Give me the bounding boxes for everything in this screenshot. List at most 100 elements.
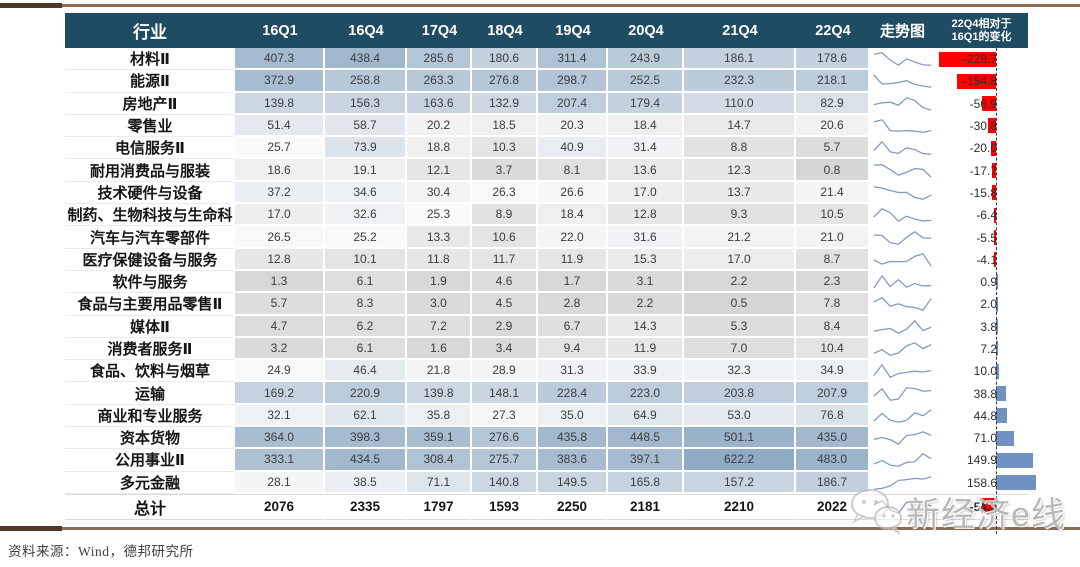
- value-cell-21Q4: 110.0: [684, 92, 796, 115]
- table-row: 能源Ⅱ 372.9 258.8 263.3 276.8 298.7 252.5 232.3 2…: [65, 70, 1028, 93]
- sparkline-cell: [870, 360, 935, 383]
- value-cell-19Q4: 6.7: [538, 315, 608, 338]
- header-change-line2: 16Q1的变化: [951, 30, 1012, 43]
- value-cell-19Q4: 2250: [538, 493, 608, 520]
- sparkline-cell: [870, 114, 935, 138]
- change-bar: [991, 162, 996, 178]
- sparkline-cell: [870, 471, 935, 494]
- value-cell-19Q4: 2.8: [538, 293, 608, 316]
- value-cell-16Q4: 8.3: [325, 293, 407, 316]
- value-cell-18Q4: 148.1: [472, 382, 538, 405]
- value-cell-16Q4: 2335: [325, 493, 407, 520]
- value-cell-18Q4: 2.9: [472, 315, 538, 338]
- change-value: -30.8: [969, 119, 997, 134]
- header-quarter-16Q4: 16Q4: [325, 13, 407, 48]
- change-bar: [938, 51, 996, 67]
- sparkline-cell: [870, 449, 935, 472]
- value-cell-21Q4: 186.1: [684, 48, 796, 71]
- value-cell-16Q4: 398.3: [325, 427, 407, 450]
- table-row: 商业和专业服务 32.1 62.1 35.8 27.3 35.0 64.9 53.0 76.8…: [65, 404, 1028, 428]
- change-bar: [981, 96, 996, 112]
- industry-name: 制药、生物科技与生命科: [65, 204, 235, 227]
- value-cell-18Q4: 27.3: [472, 404, 538, 428]
- value-cell-20Q4: 397.1: [608, 449, 684, 472]
- change-cell: 38.8: [935, 382, 1028, 404]
- sparkline-cell: [870, 382, 935, 405]
- value-cell-18Q4: 4.5: [472, 293, 538, 316]
- value-cell-16Q1: 26.5: [235, 226, 325, 249]
- value-cell-22Q4: 8.7: [796, 248, 870, 271]
- value-cell-22Q4: 207.9: [796, 382, 870, 405]
- value-cell-17Q4: 308.4: [407, 449, 472, 472]
- value-cell-16Q4: 19.1: [325, 159, 407, 182]
- change-value: 3.8: [980, 319, 997, 334]
- change-value: 7.2: [980, 342, 997, 356]
- value-cell-20Q4: 15.3: [608, 248, 684, 271]
- change-cell: -15.8: [935, 182, 1028, 204]
- change-cell: -228.7: [935, 48, 1028, 70]
- value-cell-16Q4: 38.5: [325, 471, 407, 494]
- value-cell-17Q4: 12.1: [407, 159, 472, 182]
- value-cells: 364.0 398.3 359.1 276.6 435.8 448.5 501.1 435.0: [235, 427, 870, 450]
- header-quarter-16Q1: 16Q1: [235, 13, 325, 48]
- value-cell-19Q4: 149.5: [538, 471, 608, 494]
- sparkline-cell: [870, 315, 935, 338]
- industry-name: 房地产Ⅱ: [65, 93, 235, 115]
- value-cell-20Q4: 179.4: [608, 92, 684, 115]
- value-cell-17Q4: 3.0: [407, 293, 472, 316]
- value-cell-21Q4: 13.7: [684, 181, 796, 205]
- change-bar: [996, 363, 999, 379]
- value-cell-21Q4: 622.2: [684, 449, 796, 472]
- value-cells: 26.5 25.2 13.3 10.6 22.0 31.6 21.2 21.0: [235, 226, 870, 249]
- value-cell-16Q1: 3.2: [235, 337, 325, 361]
- change-bar: [994, 207, 996, 223]
- sparkline-cell: [870, 293, 935, 316]
- value-cell-16Q4: 73.9: [325, 137, 407, 160]
- value-cell-16Q1: 139.8: [235, 92, 325, 115]
- change-cell: -20.0: [935, 137, 1028, 159]
- value-cell-19Q4: 9.4: [538, 337, 608, 361]
- change-bar: [996, 274, 998, 290]
- table-row: 零售业 51.4 58.7 20.2 18.5 20.3 18.4 14.7 20.6 -30…: [65, 114, 1028, 138]
- value-cell-19Q4: 18.4: [538, 204, 608, 227]
- change-value: 0.9: [980, 275, 997, 290]
- header-quarter-17Q4: 17Q4: [407, 13, 472, 48]
- value-cell-19Q4: 26.6: [538, 181, 608, 205]
- change-value: -4.1: [976, 252, 997, 267]
- change-cell: -56.9: [935, 93, 1028, 115]
- value-cell-20Q4: 3.1: [608, 270, 684, 294]
- value-cell-16Q4: 25.2: [325, 226, 407, 249]
- change-cell: -5.5: [935, 226, 1028, 248]
- value-cell-20Q4: 2181: [608, 493, 684, 520]
- sparkline-cell: [870, 204, 935, 227]
- change-cell: -54.2: [935, 493, 1028, 520]
- value-cells: 28.1 38.5 71.1 140.8 149.5 165.8 157.2 186.7: [235, 471, 870, 494]
- value-cell-16Q1: 37.2: [235, 181, 325, 205]
- value-cell-22Q4: 178.6: [796, 48, 870, 71]
- value-cell-18Q4: 275.7: [472, 449, 538, 472]
- value-cell-16Q1: 169.2: [235, 382, 325, 405]
- sparkline-cell: [870, 248, 935, 271]
- value-cells: 4.7 6.2 7.2 2.9 6.7 14.3 5.3 8.4: [235, 315, 870, 338]
- value-cell-18Q4: 3.4: [472, 337, 538, 361]
- table-row: 材料Ⅱ 407.3 438.4 285.6 180.6 311.4 243.9 186.1 1…: [65, 48, 1028, 71]
- industry-name: 耐用消费品与服装: [65, 159, 235, 182]
- change-bar: [957, 73, 996, 89]
- change-value: -17.7: [969, 163, 997, 178]
- header-industry: 行业: [65, 13, 235, 48]
- table-row: 制药、生物科技与生命科 17.0 32.6 25.3 8.9 18.4 12.8 9.3 10…: [65, 204, 1028, 227]
- footer-rule: [0, 526, 1080, 531]
- value-cells: 169.2 220.9 139.8 148.1 228.4 223.0 203.8 207.9: [235, 382, 870, 405]
- value-cell-18Q4: 10.6: [472, 226, 538, 249]
- sparkline-cell: [870, 159, 935, 182]
- value-cell-21Q4: 5.3: [684, 315, 796, 338]
- value-cell-16Q1: 18.6: [235, 159, 325, 182]
- header-quarter-22Q4: 22Q4: [796, 13, 870, 48]
- change-value: -20.0: [969, 141, 997, 156]
- value-cell-16Q4: 6.1: [325, 270, 407, 294]
- table-total-row: 总计 2076 2335 1797 1593 2250 2181 2210 2022 -54.…: [65, 493, 1028, 520]
- industry-quarter-table: 行业 16Q1 16Q4 17Q4 18Q4 19Q4 20Q4 21Q4 22Q4 走势图 2…: [65, 13, 1036, 520]
- header-sparkline: 走势图: [870, 13, 935, 48]
- value-cell-17Q4: 13.3: [407, 226, 472, 249]
- change-cell: 3.8: [935, 316, 1028, 338]
